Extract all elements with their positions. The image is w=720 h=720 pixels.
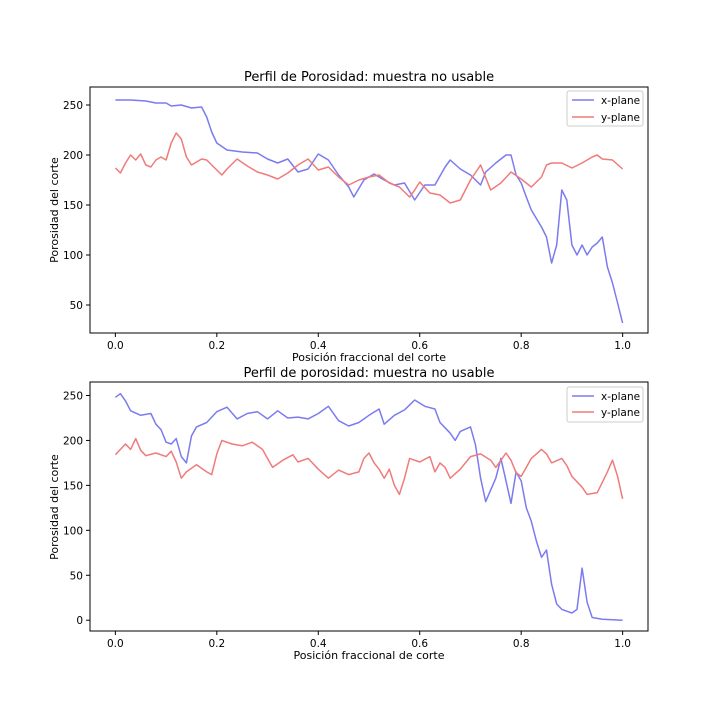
bottom-x-tick-label: 0.2 bbox=[208, 638, 225, 650]
bottom-y-axis-label: Porosidad del corte bbox=[48, 454, 61, 560]
top-chart: Perfil de Porosidad: muestra no usable P… bbox=[48, 70, 649, 364]
bottom-legend: x-plane y-plane bbox=[566, 386, 644, 423]
top-legend: x-plane y-plane bbox=[566, 90, 644, 127]
top-y-ticks: 50 100 150 200 250 bbox=[63, 100, 90, 312]
top-x-axis-label: Posición fraccional del corte bbox=[292, 351, 446, 364]
top-series-line-x-plane bbox=[115, 99, 624, 324]
top-y-tick-label: 150 bbox=[63, 200, 83, 212]
top-x-tick-label: 0.4 bbox=[310, 340, 327, 352]
top-series-line-y-plane bbox=[114, 132, 624, 204]
bottom-series-line-y-plane bbox=[114, 437, 624, 500]
bottom-x-tick-label: 0.4 bbox=[310, 638, 327, 650]
top-y-tick-label: 100 bbox=[63, 250, 83, 262]
bottom-y-tick-label: 100 bbox=[63, 525, 83, 537]
bottom-x-tick-label: 0.8 bbox=[513, 638, 530, 650]
top-x-tick-label: 0.0 bbox=[107, 340, 124, 352]
top-series-lines bbox=[114, 99, 624, 324]
top-chart-title: Perfil de Porosidad: muestra no usable bbox=[244, 70, 494, 85]
top-y-tick-label: 250 bbox=[63, 100, 83, 112]
bottom-chart-title: Perfil de porosidad: muestra no usable bbox=[244, 366, 495, 381]
bottom-y-ticks: 0 50 100 150 200 250 bbox=[63, 390, 90, 627]
top-y-tick-label: 50 bbox=[70, 300, 83, 312]
top-legend-label-y-plane: y-plane bbox=[601, 112, 640, 124]
bottom-series-lines bbox=[114, 392, 624, 621]
top-plot-frame bbox=[89, 86, 649, 334]
bottom-y-tick-label: 0 bbox=[76, 615, 83, 627]
bottom-x-ticks: 0.0 0.2 0.4 0.6 0.8 1.0 bbox=[107, 631, 631, 650]
bottom-series-line-x-plane bbox=[114, 392, 623, 621]
bottom-x-axis-label: Posición fraccional de corte bbox=[294, 649, 445, 662]
top-y-tick-label: 200 bbox=[63, 150, 83, 162]
top-legend-label-x-plane: x-plane bbox=[601, 95, 640, 107]
top-x-ticks: 0.0 0.2 0.4 0.6 0.8 1.0 bbox=[107, 333, 631, 352]
bottom-x-tick-label: 0.6 bbox=[411, 638, 428, 650]
bottom-legend-label-y-plane: y-plane bbox=[601, 407, 640, 419]
top-x-tick-label: 0.8 bbox=[513, 340, 530, 352]
bottom-x-tick-label: 0.0 bbox=[107, 638, 124, 650]
top-x-tick-label: 0.6 bbox=[411, 340, 428, 352]
bottom-chart: Perfil de porosidad: muestra no usable P… bbox=[48, 366, 649, 662]
bottom-plot-frame bbox=[89, 381, 649, 632]
top-x-tick-label: 1.0 bbox=[614, 340, 631, 352]
bottom-y-tick-label: 250 bbox=[63, 390, 83, 402]
bottom-legend-label-x-plane: x-plane bbox=[601, 391, 640, 403]
top-y-axis-label: Porosidad del corte bbox=[48, 157, 61, 263]
bottom-y-tick-label: 50 bbox=[70, 570, 83, 582]
bottom-y-tick-label: 150 bbox=[63, 480, 83, 492]
bottom-y-tick-label: 200 bbox=[63, 435, 83, 447]
top-x-tick-label: 0.2 bbox=[208, 340, 225, 352]
bottom-x-tick-label: 1.0 bbox=[614, 638, 631, 650]
